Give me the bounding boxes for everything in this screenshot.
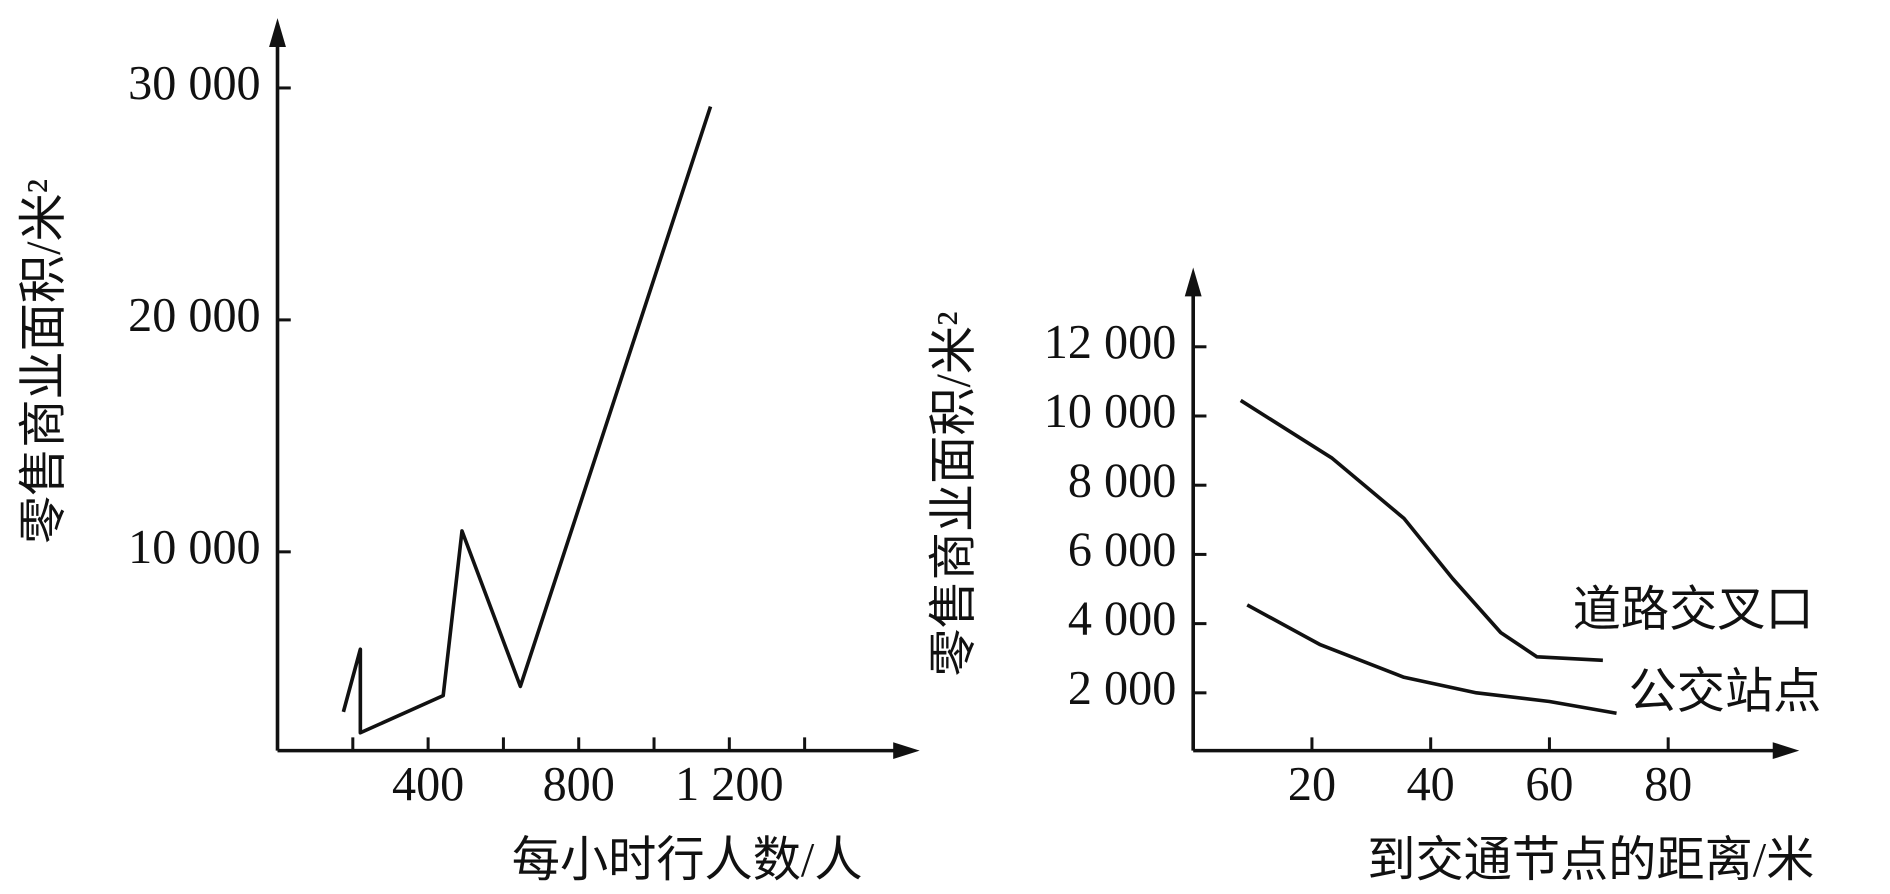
line xyxy=(1246,603,1617,716)
x-axis-label: 每小时行人数/人 xyxy=(512,834,863,887)
x-axis-label: 到交通节点的距离/米 xyxy=(1367,834,1814,887)
y-arrow xyxy=(1184,267,1202,297)
y-tick-label: 10 000 xyxy=(128,521,261,574)
x-tick-label: 1 200 xyxy=(675,758,783,811)
x-arrow xyxy=(893,742,920,760)
y-tick-label: 10 000 xyxy=(1044,385,1177,438)
y-tick-label: 20 000 xyxy=(128,289,261,342)
y-axis-label: 零售商业面积/米² xyxy=(18,179,71,544)
y-tick-label: 30 000 xyxy=(128,57,261,110)
x-tick-label: 800 xyxy=(543,758,615,811)
series-label: 道路交叉口 xyxy=(1573,584,1814,637)
y-arrow xyxy=(269,18,286,47)
x-tick-label: 20 xyxy=(1288,758,1336,811)
line xyxy=(1239,398,1603,663)
x-tick-label: 80 xyxy=(1644,758,1692,811)
x-tick-label: 40 xyxy=(1407,758,1455,811)
series-label: 公交站点 xyxy=(1629,665,1822,718)
y-tick-label: 12 000 xyxy=(1044,316,1177,369)
x-arrow xyxy=(1772,742,1800,760)
y-tick-label: 6 000 xyxy=(1068,523,1176,576)
y-tick-label: 8 000 xyxy=(1068,454,1176,507)
y-axis-label: 零售商业面积/米² xyxy=(927,311,980,676)
x-tick-label: 400 xyxy=(392,758,464,811)
x-tick-label: 60 xyxy=(1525,758,1573,811)
line xyxy=(341,105,713,735)
y-tick-label: 2 000 xyxy=(1068,662,1176,715)
y-tick-label: 4 000 xyxy=(1068,593,1176,646)
